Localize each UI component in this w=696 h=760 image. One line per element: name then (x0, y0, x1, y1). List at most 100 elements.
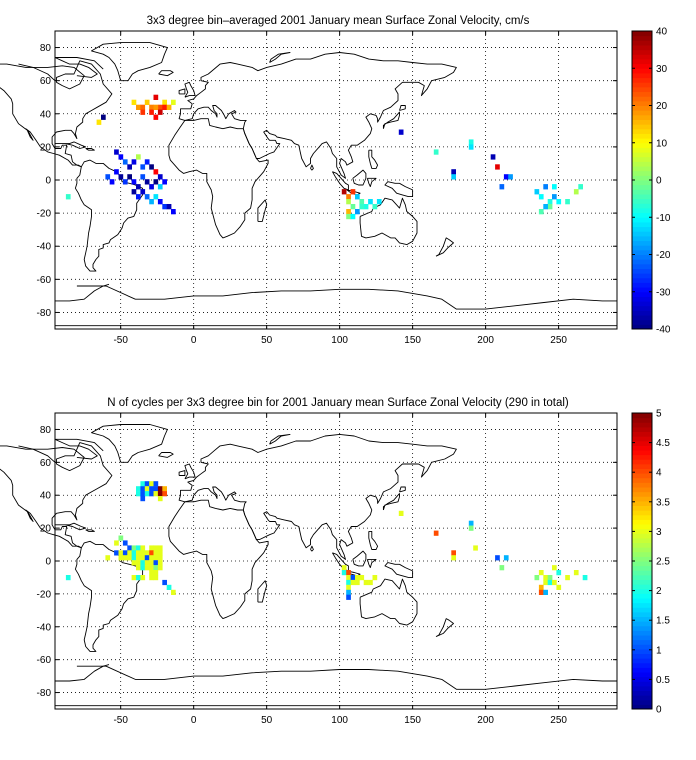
bin-cell (495, 555, 500, 561)
colorbar-segment (632, 49, 652, 55)
colorbar-segment (632, 68, 652, 74)
colorbar-segment (632, 82, 652, 88)
bin-cell (157, 184, 163, 190)
coastline (85, 148, 95, 151)
bin-cell (149, 550, 154, 556)
colorbar-segment (632, 556, 652, 562)
coastline (382, 493, 400, 511)
bin-cell (127, 174, 132, 180)
colorbar-segment (632, 602, 652, 608)
bin-cell (346, 584, 351, 590)
colorbar-tick-label: 40 (656, 27, 668, 38)
coastline (55, 522, 87, 531)
colorbar-segment (632, 598, 652, 604)
colorbar-segment (632, 699, 652, 705)
x-tick-label: 0 (191, 335, 197, 346)
bin-cell (508, 174, 513, 180)
cycle-count-map-panel: N of cycles per 3x3 degree bin for 2001 … (0, 397, 670, 726)
bin-cell (149, 575, 154, 581)
bin-cell (162, 179, 167, 185)
colorbar-segment (632, 296, 652, 302)
bin-cell (346, 209, 351, 215)
colorbar-segment (632, 477, 652, 483)
colorbar-segment (632, 138, 652, 144)
bin-cell (140, 164, 146, 170)
bin-cell (144, 550, 150, 556)
x-tick-label: 200 (477, 335, 494, 346)
coastline (435, 618, 454, 638)
bin-cell (552, 194, 557, 200)
colorbar-segment (632, 482, 652, 488)
colorbar-segment (632, 124, 652, 130)
bin-cell (547, 575, 553, 581)
x-axis-ticks: -50 0 50 100 150 200 250 (113, 31, 567, 346)
bin-cell (140, 545, 146, 551)
bin-cell (140, 565, 146, 571)
bin-cell (101, 114, 106, 120)
colorbar-segment (632, 259, 652, 265)
bin-cell (552, 565, 557, 571)
bin-cell (157, 486, 163, 492)
bin-cell (127, 164, 132, 170)
colorbar-segment (632, 505, 652, 511)
coastline (91, 42, 168, 82)
colorbar-segment (632, 217, 652, 223)
bin-cell (65, 575, 71, 581)
bin-cell (114, 550, 119, 556)
bin-cell (149, 565, 154, 571)
y-tick-label: 20 (40, 524, 52, 535)
colorbar-tick-label: -10 (656, 213, 671, 224)
bin-cell (346, 213, 351, 220)
colorbar-segment (632, 510, 652, 516)
colorbar-segment (632, 584, 652, 590)
bin-cell (157, 560, 163, 566)
colorbar-segment (632, 86, 652, 93)
bin-cell (149, 491, 154, 497)
colorbar-segment (632, 91, 652, 97)
coastline (368, 149, 379, 169)
x-tick-label: 250 (550, 715, 567, 726)
bin-cell (144, 555, 150, 561)
colorbar-segment (632, 639, 652, 645)
bin-cells (65, 94, 583, 220)
colorbar-segment (632, 100, 652, 106)
bin-cell (451, 555, 456, 561)
bin-cell (136, 545, 141, 551)
bin-cell (398, 510, 404, 516)
colorbar-segment (632, 198, 652, 204)
colorbar-segment (632, 128, 652, 134)
colorbar-segment (632, 263, 652, 269)
colorbar-segment (632, 249, 652, 255)
coastline (158, 70, 174, 77)
colorbar-segment (632, 593, 652, 599)
colorbar-segment (632, 648, 652, 655)
bin-cell (538, 194, 544, 200)
y-tick-label: -60 (37, 655, 52, 666)
coastline (310, 545, 314, 552)
colorbar-segment (632, 440, 652, 446)
bin-cell (136, 194, 141, 200)
colorbar-segment (632, 324, 652, 330)
colorbar-segment (632, 417, 652, 423)
coastline (332, 552, 349, 572)
coastline (158, 452, 174, 458)
bin-cell (136, 575, 141, 581)
colorbar-segment (632, 662, 652, 668)
map-grid (55, 31, 617, 329)
bin-cell (543, 589, 548, 595)
bin-cell (468, 139, 474, 145)
colorbar-segment (632, 193, 652, 200)
bin-cell (149, 164, 154, 170)
bin-cell (355, 194, 360, 200)
velocity-map-panel: 3x3 degree bin–averaged 2001 January mea… (0, 15, 671, 346)
bin-cell (105, 555, 111, 561)
colorbar-segment (632, 658, 652, 664)
bin-cell (149, 555, 154, 561)
x-tick-label: 50 (261, 335, 273, 346)
x-tick-label: 0 (191, 715, 197, 726)
colorbar-segment (632, 413, 652, 419)
y-axis-ticks: 80 60 40 20 0 -20 -40 -60 -80 (37, 43, 617, 319)
colorbar-segment (632, 561, 652, 567)
bin-cell (153, 179, 159, 185)
colorbar: 5 4.5 4 3.5 3 2.5 2 1.5 1 0.5 0 (631, 409, 670, 716)
